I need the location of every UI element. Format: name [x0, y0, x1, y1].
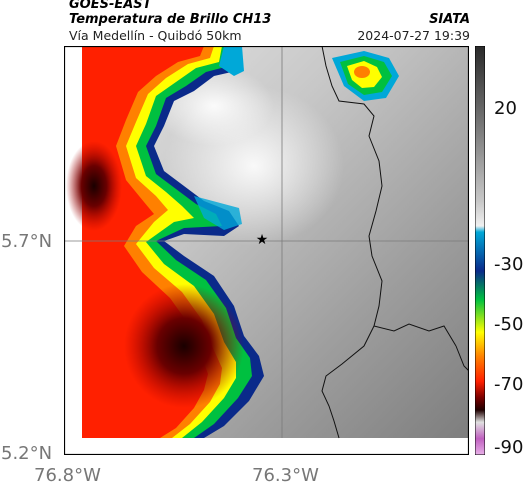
satellite-map: ★ [64, 46, 469, 455]
lat-label-5-7: 5.7°N [1, 231, 53, 252]
colorbar-label-minus30: -30 [494, 254, 524, 275]
timestamp: 2024-07-27 19:39 [357, 28, 470, 43]
colorbar-label-minus90: -90 [494, 437, 524, 458]
colorbar-label-minus70: -70 [494, 374, 524, 395]
brand-label: SIATA [429, 12, 470, 27]
lon-label-76-8: 76.8°W [34, 465, 101, 486]
colorbar-label-minus50: -50 [494, 314, 524, 335]
star-icon: ★ [256, 232, 269, 248]
lat-label-5-2: 5.2°N [1, 443, 53, 464]
storm-core [124, 284, 244, 408]
region-subtitle: Vía Medellín - Quibdó 50km [69, 28, 242, 43]
product-title: GOES-EAST [69, 0, 152, 12]
colorbar [475, 46, 485, 455]
channel-title: Temperatura de Brillo CH13 [69, 12, 272, 27]
colorbar-label-20: 20 [494, 98, 517, 119]
lon-label-76-3: 76.3°W [252, 465, 319, 486]
border-line [321, 46, 457, 347]
